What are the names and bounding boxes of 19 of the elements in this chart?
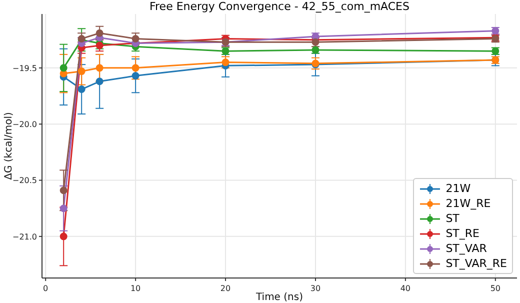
x-tick-label: 20 <box>220 284 231 293</box>
x-axis-title: Time (ns) <box>254 292 304 303</box>
legend-label: ST <box>446 211 460 226</box>
y-axis-title: ΔG (kcal/mol) <box>4 112 15 180</box>
y-tick-label: −20.5 <box>12 176 37 186</box>
x-tick-label: 10 <box>130 284 141 293</box>
y-tick-label: −19.5 <box>12 64 37 73</box>
x-tick-label: 50 <box>490 284 501 293</box>
legend-label: ST_VAR <box>446 241 487 256</box>
legend-label: 21W_RE <box>446 196 491 211</box>
x-tick-label: 0 <box>43 284 48 293</box>
legend-label: ST_RE <box>446 226 480 241</box>
legend-label: ST_VAR_RE <box>446 256 507 271</box>
x-tick-label: 30 <box>310 284 321 293</box>
legend-label: 21W <box>446 181 471 196</box>
chart-title: Free Energy Convergence - 42_55_com_mACES <box>148 0 410 13</box>
x-tick-label: 40 <box>400 284 411 293</box>
y-tick-label: −21.0 <box>12 232 37 242</box>
y-tick-label: −20.0 <box>12 120 37 129</box>
